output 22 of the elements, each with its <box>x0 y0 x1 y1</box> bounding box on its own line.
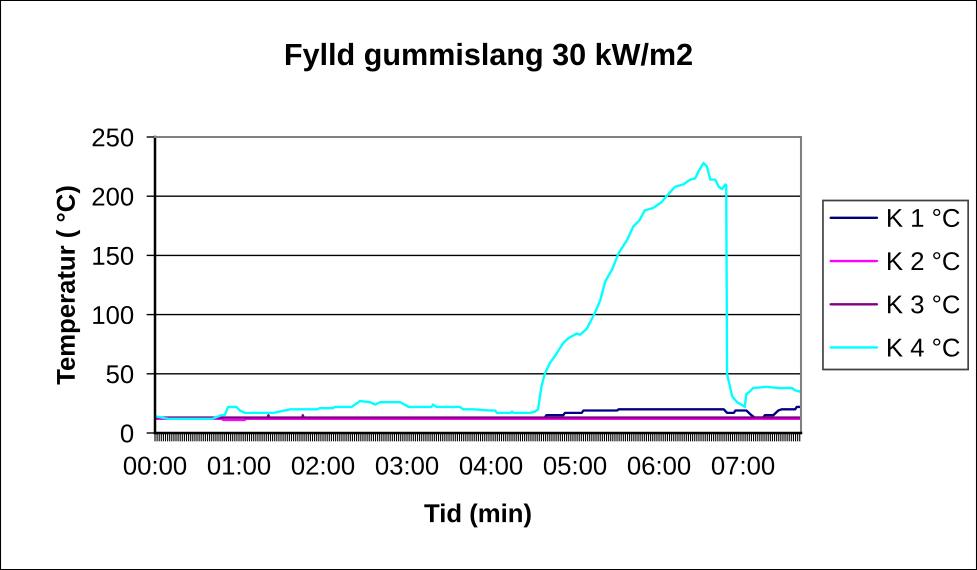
x-tick-label: 04:00 <box>460 456 522 475</box>
y-tick-label: 150 <box>93 246 134 265</box>
legend-label: K 2 °C <box>888 252 960 270</box>
legend-label: K 1 °C <box>888 208 960 228</box>
legend-label: K 4 °C <box>888 338 960 357</box>
y-tick-label: 200 <box>92 188 134 206</box>
x-tick-label: 00:00 <box>124 456 186 475</box>
x-tick-label: 01:00 <box>208 456 270 475</box>
x-tick-label: 07:00 <box>712 456 774 475</box>
y-tick-label: 100 <box>93 306 134 324</box>
x-tick-label: 03:00 <box>376 456 438 475</box>
x-tick-label: 02:00 <box>292 456 354 475</box>
legend-label: K 3 °C <box>888 295 960 314</box>
y-tick-label: 0 <box>120 424 134 443</box>
x-axis-title: Tid (min) <box>424 503 531 528</box>
y-tick-label: 50 <box>106 365 134 384</box>
x-tick-label: 06:00 <box>628 456 690 475</box>
x-tick-label: 05:00 <box>544 456 606 475</box>
y-axis-title: Temperatur ( °C) <box>56 186 80 385</box>
y-tick-label: 250 <box>92 128 134 147</box>
chart-title: Fylld gummislang 30 kW/m2 <box>286 42 692 72</box>
line-series <box>544 406 801 419</box>
